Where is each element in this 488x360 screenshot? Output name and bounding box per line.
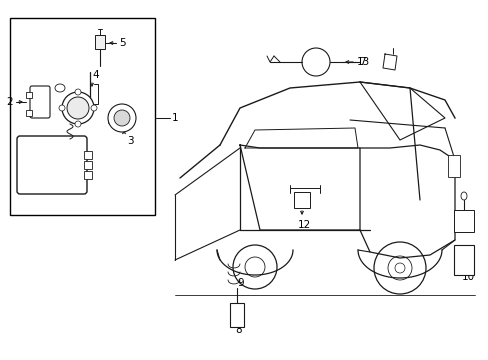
Text: 3: 3 [126, 136, 133, 146]
Text: 11: 11 [461, 211, 474, 221]
Text: 2: 2 [7, 97, 13, 107]
Text: 4: 4 [93, 70, 99, 80]
Bar [453, 245, 473, 275]
Bar [26, 110, 32, 116]
Ellipse shape [59, 105, 65, 111]
Text: 10: 10 [461, 272, 473, 282]
Text: 5: 5 [120, 38, 126, 48]
Bar [84, 171, 92, 179]
Ellipse shape [114, 110, 130, 126]
Bar [26, 92, 32, 98]
Text: 9: 9 [237, 278, 244, 288]
Text: 1: 1 [171, 113, 178, 123]
Ellipse shape [62, 92, 94, 124]
Polygon shape [382, 54, 396, 70]
Ellipse shape [460, 192, 466, 200]
Text: 12: 12 [297, 220, 310, 230]
Bar [293, 192, 309, 208]
FancyBboxPatch shape [17, 136, 87, 194]
Text: 8: 8 [235, 325, 242, 335]
Bar [84, 161, 92, 169]
FancyBboxPatch shape [30, 86, 50, 118]
Ellipse shape [55, 84, 65, 92]
Text: 6: 6 [29, 174, 35, 184]
Ellipse shape [108, 104, 136, 132]
Text: 13: 13 [356, 57, 369, 67]
Bar [447, 155, 459, 177]
Text: 7: 7 [358, 57, 365, 67]
Bar [229, 303, 244, 327]
Bar [95, 35, 105, 49]
Ellipse shape [67, 97, 89, 119]
Ellipse shape [91, 105, 97, 111]
Bar [10, 18, 155, 215]
Ellipse shape [75, 89, 81, 95]
Bar [84, 151, 92, 159]
Ellipse shape [75, 121, 81, 127]
Bar [453, 210, 473, 232]
